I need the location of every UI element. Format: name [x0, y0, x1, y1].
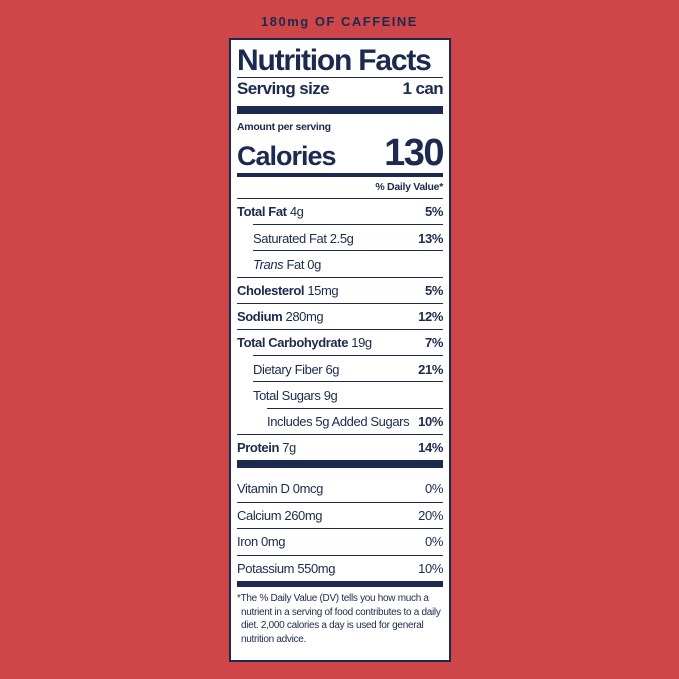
nutrient-amount: 19g	[351, 335, 372, 351]
vitamin-amount: 550mg	[297, 560, 336, 576]
nutrient-name-wrap: Dietary Fiber 6g	[253, 361, 340, 377]
nutrient-row: Total Sugars 9g	[253, 381, 443, 408]
nutrient-name: Total Sugars	[253, 387, 321, 403]
serving-size-row: Serving size 1 can	[237, 79, 444, 99]
nutrient-name-wrap: Total Fat 4g	[237, 204, 304, 219]
nutrient-amount: 15mg	[307, 282, 339, 298]
nutrient-row: Saturated Fat 2.5g 13%	[253, 224, 443, 251]
vitamin-text: Vitamin D 0mcg	[237, 481, 323, 496]
daily-value-header: % Daily Value*	[375, 181, 443, 193]
nutrient-name-wrap: Saturated Fat 2.5g	[253, 231, 354, 246]
nutrient-daily-value: 13%	[418, 230, 443, 246]
nutrient-row: Total Carbohydrate 19g 7%	[237, 329, 443, 356]
footnote: *The % Daily Value (DV) tells you how mu…	[237, 593, 441, 645]
serving-size-value: 1 can	[402, 79, 444, 98]
nutrient-row: Dietary Fiber 6g 21%	[253, 355, 443, 382]
vitamin-daily-value: 0%	[425, 480, 443, 496]
nutrient-amount: 4g	[289, 204, 304, 220]
vitamin-text: Potassium 550mg	[237, 561, 335, 576]
vitamin-name: Vitamin D	[237, 480, 290, 496]
nutrient-row: Sodium 280mg 12%	[237, 302, 443, 330]
calories-row: Calories 130	[237, 132, 444, 175]
vitamin-text: Iron 0mg	[237, 534, 286, 550]
nutrient-row: Includes 5g Added Sugars 10%	[267, 407, 443, 435]
vitamin-amount: 0mg	[261, 534, 286, 550]
vitamin-daily-value: 20%	[418, 507, 443, 523]
vitamin-row: Potassium 550mg 10%	[237, 554, 443, 582]
nutrient-name-wrap: Protein 7g	[237, 440, 296, 455]
caffeine-header: 180mg OF CAFFEINE	[261, 14, 418, 29]
nutrient-name: Saturated Fat	[253, 230, 327, 246]
vitamin-row: Iron 0mg 0%	[237, 528, 443, 555]
nutrient-amount: 2.5g	[329, 230, 354, 246]
vitamin-text: Calcium 260mg	[237, 507, 323, 523]
nutrient-row: Cholesterol 15mg 5%	[237, 276, 443, 304]
medium-divider	[237, 173, 443, 177]
thick-divider	[237, 460, 443, 468]
nutrient-name: Protein	[237, 440, 279, 456]
vitamin-daily-value: 10%	[418, 560, 443, 576]
nutrient-amount: 280mg	[285, 309, 324, 325]
nutrient-daily-value: 14%	[418, 440, 443, 456]
nutrient-row: Trans Fat 0g	[253, 250, 443, 277]
nutrient-daily-value: 5%	[425, 204, 443, 220]
nutrient-name-wrap: Trans Fat 0g	[253, 257, 321, 272]
nutrient-daily-value: 12%	[418, 309, 443, 325]
nutrient-row: Total Fat 4g 5%	[237, 198, 443, 225]
nutrient-name: Cholesterol	[237, 282, 305, 298]
nutrient-daily-value: 10%	[418, 413, 443, 429]
nutrient-name: Sodium	[237, 309, 283, 325]
nutrient-name-suffix: Fat	[286, 256, 305, 272]
nutrient-name-wrap: Total Carbohydrate 19g	[237, 335, 372, 350]
nutrient-name: Total Carbohydrate	[237, 335, 349, 351]
nutrient-name-wrap: Total Sugars 9g	[253, 387, 338, 403]
nutrient-name: Total Fat	[237, 204, 287, 220]
nutrient-name: Trans	[253, 256, 284, 272]
nutrient-name-wrap: Sodium 280mg	[237, 309, 324, 325]
calories-label: Calories	[237, 141, 337, 171]
vitamin-daily-value: 0%	[425, 534, 443, 550]
label-title: Nutrition Facts	[237, 44, 432, 77]
nutrient-row: Protein 7g 14%	[237, 433, 443, 461]
vitamin-name: Calcium	[237, 507, 282, 523]
amount-per-serving: Amount per serving	[237, 121, 331, 133]
nutrient-name-wrap: Cholesterol 15mg	[237, 282, 339, 298]
vitamin-amount: 260mg	[284, 507, 323, 523]
nutrient-name: Dietary Fiber	[253, 361, 323, 377]
nutrient-daily-value: 7%	[425, 335, 443, 351]
vitamin-name: Potassium	[237, 560, 295, 576]
nutrition-facts-label: Nutrition Facts Serving size 1 can Amoun…	[229, 38, 451, 662]
nutrient-amount: 7g	[282, 440, 296, 456]
vitamin-row: Vitamin D 0mcg 0%	[237, 475, 443, 502]
divider	[237, 77, 443, 78]
nutrient-name: Includes 5g Added Sugars	[267, 413, 410, 429]
vitamin-amount: 0mcg	[292, 480, 324, 496]
nutrient-daily-value: 5%	[425, 282, 443, 298]
nutrient-amount: 9g	[323, 387, 338, 403]
serving-size-label: Serving size	[237, 79, 330, 98]
vitamin-name: Iron	[237, 534, 258, 550]
thick-divider	[237, 106, 443, 114]
nutrient-daily-value: 21%	[418, 361, 443, 377]
nutrient-name-wrap: Includes 5g Added Sugars	[267, 413, 410, 429]
thick-divider	[237, 581, 443, 587]
nutrient-amount: 6g	[325, 361, 340, 377]
nutrient-amount: 0g	[307, 256, 321, 272]
vitamin-row: Calcium 260mg 20%	[237, 501, 443, 529]
calories-value: 130	[384, 132, 444, 174]
